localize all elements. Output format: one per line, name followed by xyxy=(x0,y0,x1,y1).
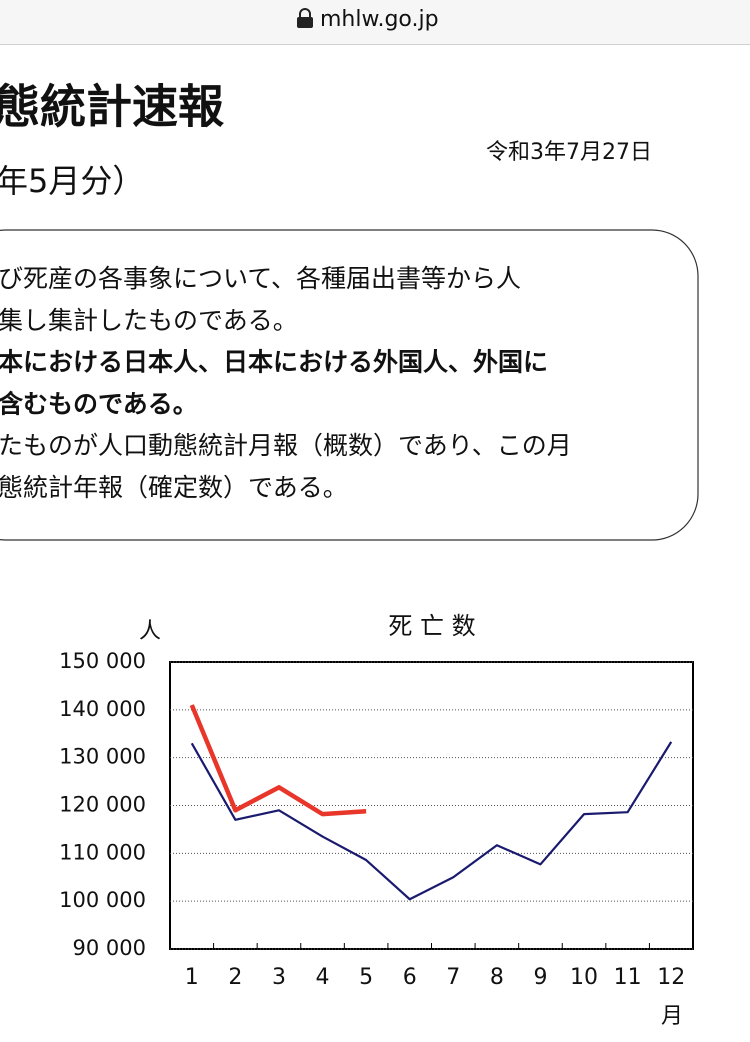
y-tick-label: 150 000 xyxy=(59,649,146,673)
notice-line: 態統計年報（確定数）である。 xyxy=(0,473,348,502)
y-tick-label: 90 000 xyxy=(73,936,146,960)
x-tick-label: 2 xyxy=(228,965,242,990)
page-title: 態統計速報 xyxy=(0,80,224,134)
y-tick-label: 130 000 xyxy=(59,745,146,769)
x-tick-label: 3 xyxy=(272,965,286,990)
y-tick-label: 120 000 xyxy=(59,793,146,817)
page-subtitle: 年5月分） xyxy=(0,162,144,200)
y-tick-label: 140 000 xyxy=(59,697,146,721)
x-tick-label: 1 xyxy=(185,965,199,990)
notice: び死産の各事象について、各種届出書等から人集し集計したものである。本における日本… xyxy=(0,264,572,502)
notice-line: び死産の各事象について、各種届出書等から人 xyxy=(0,264,521,293)
lock-icon xyxy=(297,8,313,28)
y-tick-label: 100 000 xyxy=(59,888,146,912)
x-tick-label: 4 xyxy=(316,965,330,990)
x-tick-label: 9 xyxy=(533,965,547,990)
date: 令和3年7月27日 xyxy=(486,140,652,165)
x-tick-label: 10 xyxy=(570,965,598,990)
x-tick-label: 11 xyxy=(614,965,642,990)
x-axis-label: 月 xyxy=(661,1004,683,1029)
x-tick-label: 5 xyxy=(359,965,373,990)
x-tick-label: 6 xyxy=(403,965,417,990)
y-tick-label: 110 000 xyxy=(59,840,146,864)
notice-line: たものが人口動態統計月報（概数）であり、この月 xyxy=(0,431,572,460)
notice-line: 含むものである。 xyxy=(0,389,198,418)
address-bar xyxy=(0,0,750,44)
x-tick-label: 12 xyxy=(657,965,685,990)
x-tick-label: 8 xyxy=(490,965,504,990)
notice-line: 本における日本人、日本における外国人、外国に xyxy=(0,348,548,377)
url[interactable]: mhlw.go.jp xyxy=(320,7,439,32)
chart-title: 死 亡 数 xyxy=(388,612,475,640)
series-line xyxy=(190,741,673,901)
x-tick-label: 7 xyxy=(446,965,460,990)
series-line xyxy=(189,704,367,817)
y-axis-label: 人 xyxy=(139,619,161,644)
notice-box xyxy=(0,229,699,541)
notice-line: 集し集計したものである。 xyxy=(0,306,298,335)
